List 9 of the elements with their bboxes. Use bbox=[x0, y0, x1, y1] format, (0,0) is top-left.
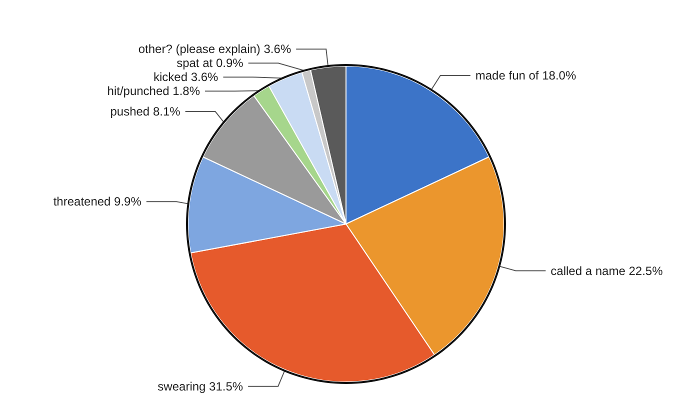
slice-label: swearing 31.5% bbox=[158, 379, 244, 394]
slice-label: called a name 22.5% bbox=[550, 264, 664, 278]
slice-label: made fun of 18.0% bbox=[475, 68, 576, 82]
slice-label: kicked 3.6% bbox=[154, 70, 219, 84]
slice-label: pushed 8.1% bbox=[110, 104, 181, 119]
slice-label: spat at 0.9% bbox=[176, 56, 244, 70]
slice-label: threatened 9.9% bbox=[53, 194, 142, 209]
slice-label: hit/punched 1.8% bbox=[107, 84, 200, 98]
slice-label: other? (please explain) 3.6% bbox=[138, 42, 292, 56]
